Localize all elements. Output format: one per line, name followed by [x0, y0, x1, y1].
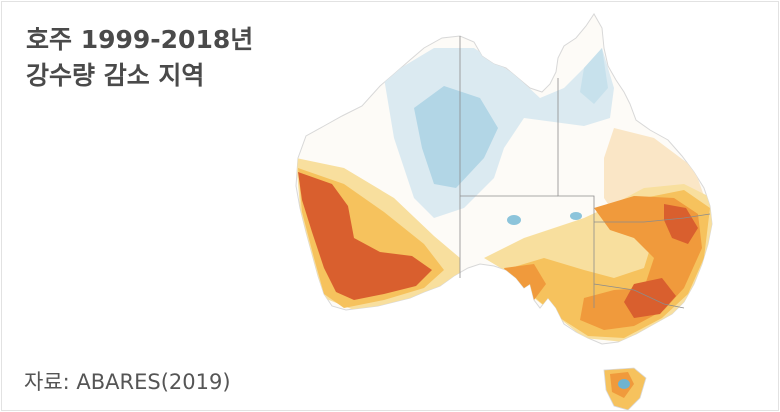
australia-rainfall-map	[295, 13, 713, 411]
qld-nsw-border	[594, 213, 711, 223]
rainfall-layer	[296, 48, 712, 342]
title-line-1: 호주 1999-2018년	[26, 25, 254, 54]
source-caption: 자료: ABARES(2019)	[24, 370, 231, 394]
tasmania-increase-spot	[618, 379, 630, 389]
victoria-decline-strong	[624, 278, 676, 318]
map-title: 호주 1999-2018년 강수량 감소 지역	[26, 22, 253, 94]
north-increase-core	[414, 86, 498, 188]
nsw-vic-border	[593, 283, 685, 309]
sa-decline-patch	[504, 264, 546, 300]
southwest-decline-strong	[298, 172, 432, 300]
southeast-decline-strong	[664, 204, 698, 244]
state-borders	[459, 36, 711, 309]
tasmania	[603, 367, 647, 411]
title-line-2: 강수량 감소 지역	[26, 61, 205, 90]
inland-increase-spot	[507, 215, 521, 225]
nt-qld-border	[557, 78, 595, 222]
northeast-increase	[580, 48, 608, 104]
central-increase-spot	[570, 212, 582, 220]
